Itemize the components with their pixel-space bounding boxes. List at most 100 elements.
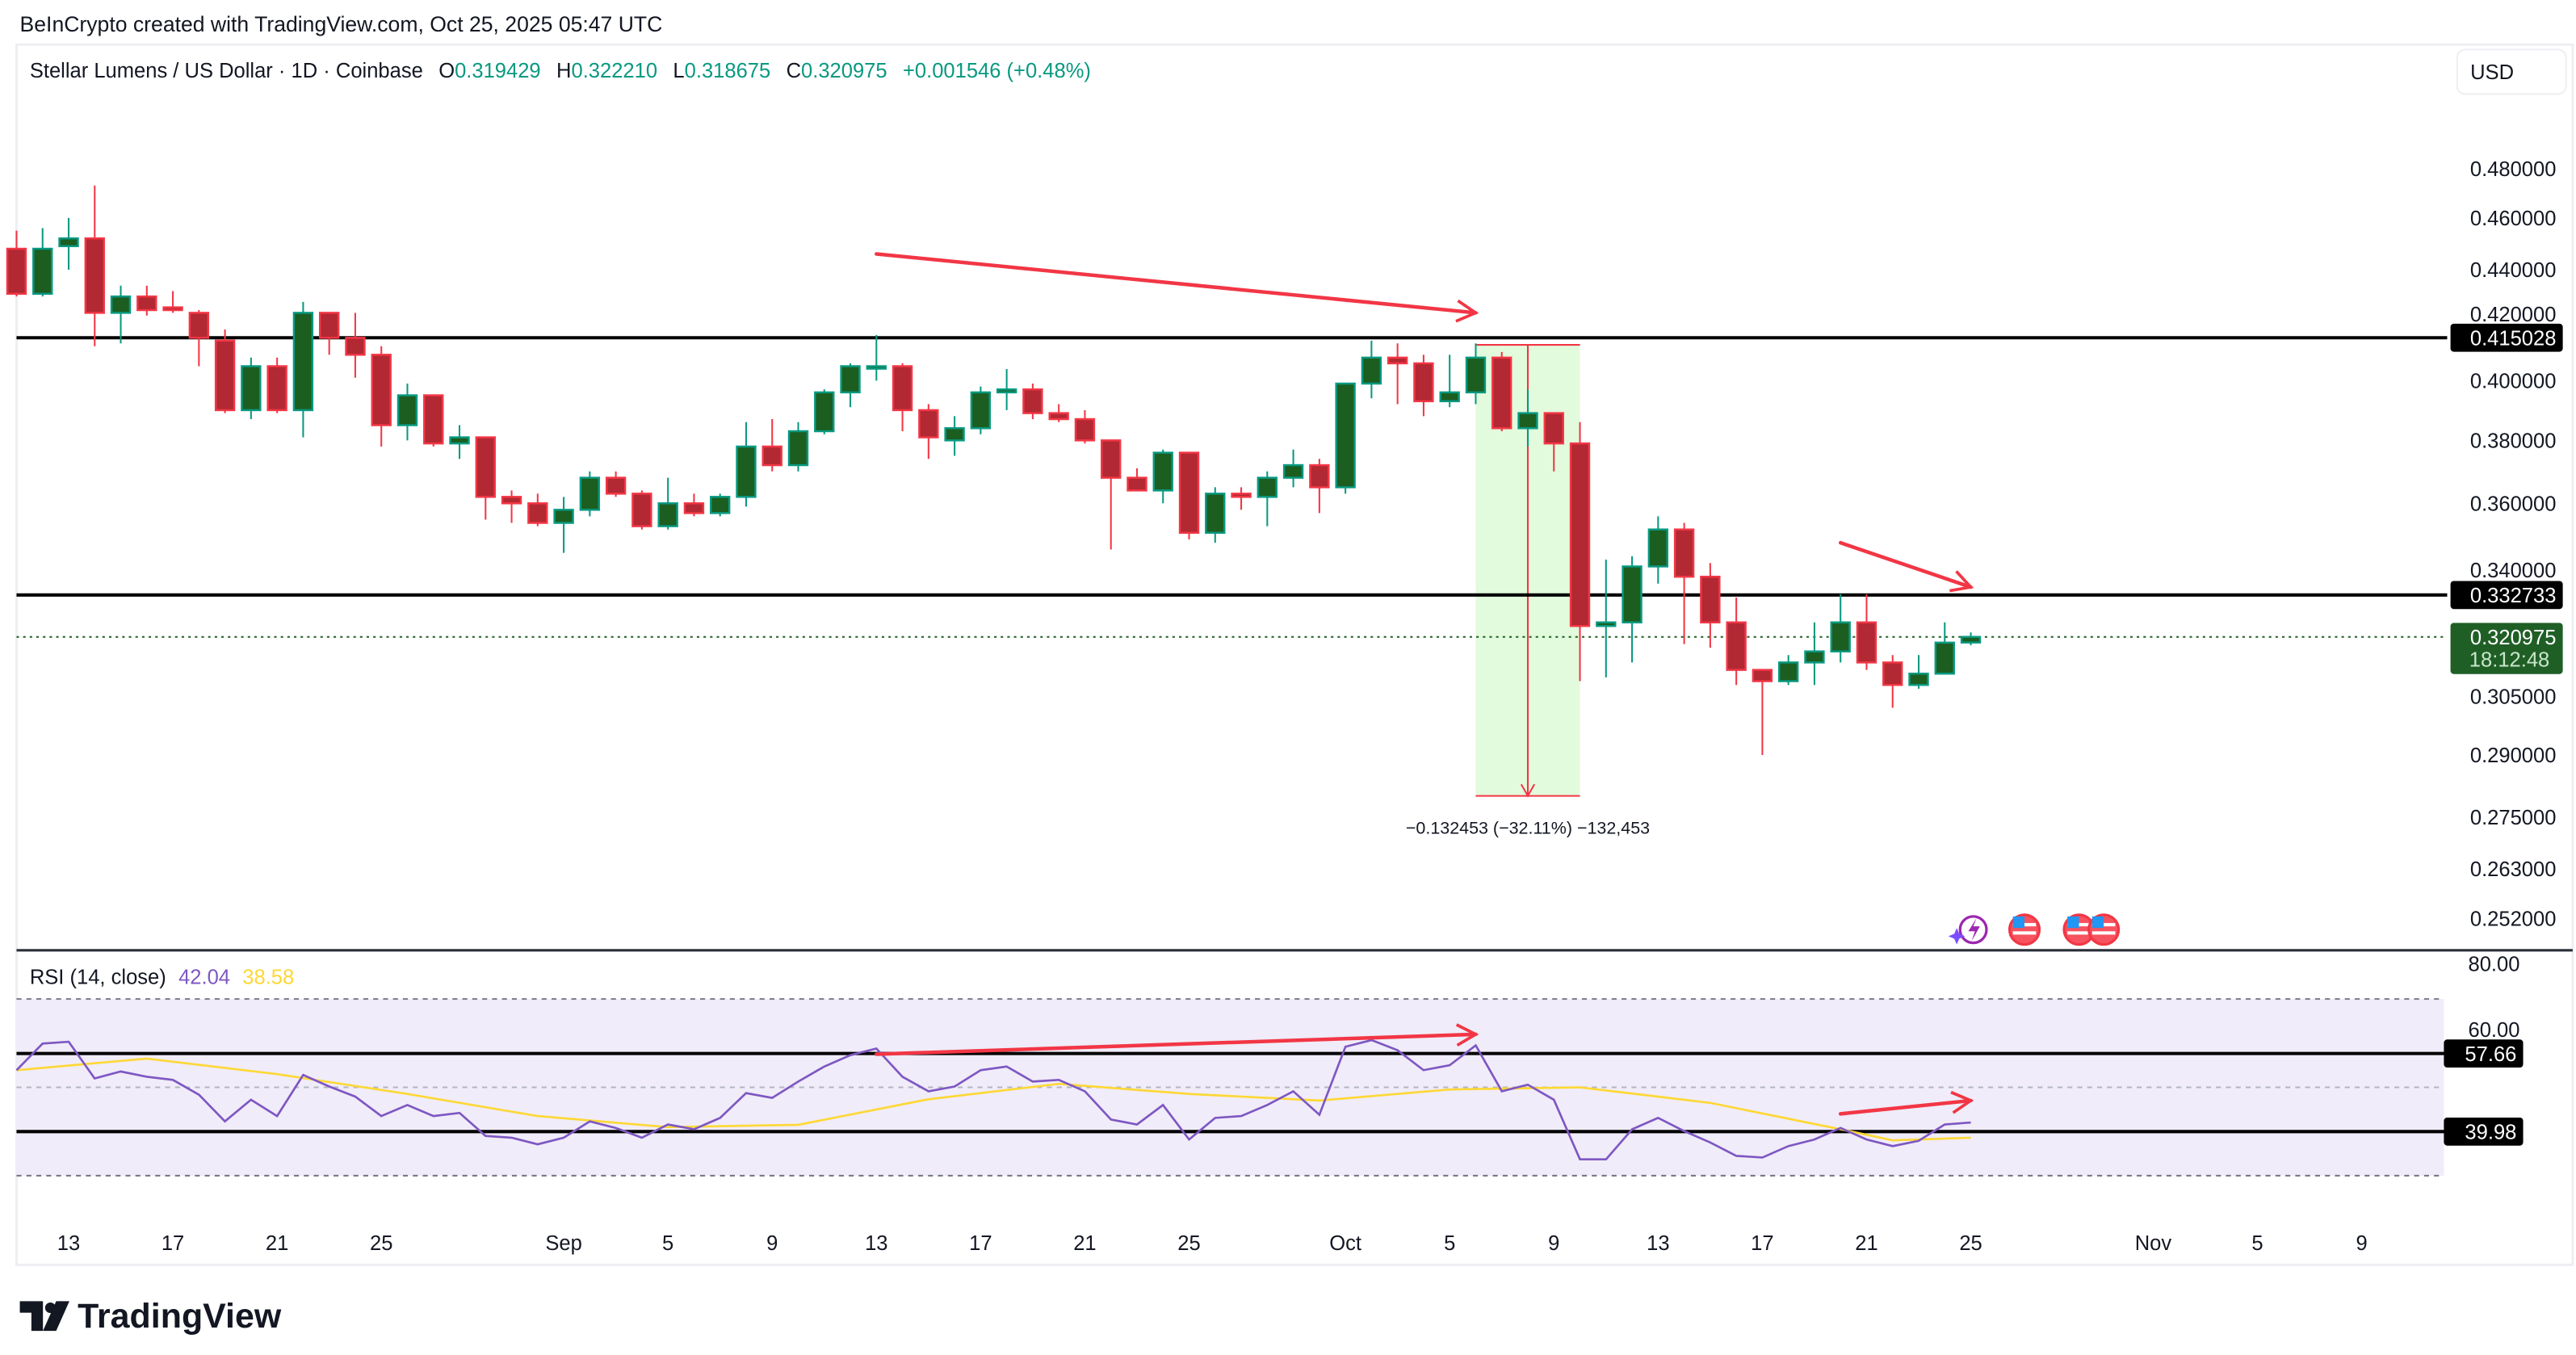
horizontal-levels[interactable] (16, 336, 2448, 1134)
candle-body (1726, 621, 1747, 671)
candle-body (1231, 493, 1252, 498)
trend-arrows[interactable] (875, 252, 1974, 1116)
candle-body (1361, 356, 1382, 385)
time-tick-label: Oct (1329, 1232, 1361, 1255)
event-icons[interactable] (1948, 913, 2121, 946)
candle-body (1491, 356, 1512, 430)
arrow-shaft (1838, 1098, 1973, 1116)
candle-body (1569, 442, 1591, 627)
candle-body (579, 476, 601, 511)
rsi-value: 42.04 (178, 967, 230, 989)
candle-body (475, 436, 496, 498)
candle (1777, 655, 1799, 686)
candle-body (1543, 412, 1564, 445)
time-tick-label: 5 (662, 1232, 673, 1255)
price-tick-label: 0.263000 (2470, 858, 2557, 881)
price-trend-arrow[interactable] (1838, 540, 1974, 593)
candles (6, 185, 1982, 756)
symbol-legend[interactable]: Stellar Lumens / US Dollar · 1D · Coinba… (30, 60, 1091, 82)
candle (840, 363, 861, 408)
price-level-label-bg (2450, 323, 2563, 352)
candle (32, 228, 53, 297)
rsi-axis[interactable]: 80.00 60.00 (2469, 953, 2520, 1042)
price-tick-label: 0.360000 (2470, 493, 2557, 516)
candle (1596, 560, 1617, 678)
price-tick-label: 0.380000 (2470, 430, 2557, 453)
time-tick-label: Sep (545, 1232, 581, 1255)
candle-body (32, 247, 53, 296)
candle-body (84, 237, 105, 314)
candle-body (449, 436, 470, 445)
candle (266, 357, 287, 413)
rsi-trend-arrow[interactable] (1838, 1090, 1974, 1116)
time-tick-label: 25 (1177, 1232, 1200, 1255)
close-value: 0.320975 (801, 60, 887, 82)
rsi-level-label-text: 57.66 (2465, 1043, 2516, 1066)
candle-body (605, 476, 627, 495)
us-flag-event-icon[interactable] (2087, 913, 2121, 946)
candle-body (787, 430, 809, 467)
price-tick-label: 0.290000 (2470, 745, 2557, 767)
candle-body (1673, 528, 1695, 578)
us-flag-event-icon[interactable] (2008, 913, 2041, 946)
time-axis[interactable]: 13 17 21 25 Sep 5 9 13 17 21 25 Oct 5 9 13 17 21 25 Nov 5 9 (57, 1232, 2368, 1255)
chart-frame (15, 43, 2574, 1266)
candle-body (1752, 669, 1773, 682)
candle-body (110, 295, 132, 314)
symbol-title: Stellar Lumens / US Dollar · 1D · Coinba… (30, 60, 423, 82)
lightning-event-icon[interactable] (1948, 915, 1988, 945)
candle (579, 471, 601, 517)
candle-body (1908, 672, 1929, 686)
arrow-head-icon (1949, 570, 1974, 593)
candle-body (657, 502, 678, 527)
price-level-label: 0.415028 (2450, 323, 2563, 352)
change-value: +0.001546 (+0.48%) (903, 60, 1091, 82)
candle (970, 386, 992, 434)
price-axis[interactable]: 0.480000 0.460000 0.440000 0.420000 0.400000… (2470, 158, 2557, 931)
candle (605, 471, 627, 497)
candle-body (1152, 451, 1173, 492)
time-tick-label: 21 (1855, 1232, 1877, 1255)
candle (1101, 439, 1122, 550)
rsi-legend[interactable]: RSI (14, close) 42.04 38.58 (30, 967, 294, 989)
time-tick-label: 5 (1444, 1232, 1455, 1255)
candle-body (761, 445, 782, 467)
candle (1126, 468, 1147, 492)
candle-body (1387, 356, 1408, 365)
candle (214, 329, 236, 413)
candle-body (840, 365, 861, 394)
candle-body (345, 337, 366, 356)
measure-label: −0.132453 (−32.11%) −132,453 (1406, 819, 1650, 838)
candle-body (1205, 493, 1226, 535)
rsi-band-lines (16, 998, 2444, 1177)
candle (188, 310, 210, 367)
us-flag-event-icon[interactable] (2062, 913, 2096, 946)
price-trend-arrow[interactable] (875, 252, 1479, 323)
tradingview-logo[interactable]: TradingView (19, 1297, 282, 1336)
candle (1022, 384, 1043, 420)
candle (1491, 351, 1512, 432)
rsi-ma-line (16, 1057, 1971, 1142)
rsi-trend-arrow[interactable] (875, 1023, 1479, 1056)
candle-body (1960, 636, 1982, 644)
rsi-tick-label: 60.00 (2469, 1019, 2520, 1042)
candle-body (892, 365, 913, 412)
price-tick-label: 0.420000 (2470, 304, 2557, 326)
candle-body (1074, 417, 1096, 442)
time-tick-label: 17 (969, 1232, 992, 1255)
currency-button[interactable]: USD (2456, 48, 2567, 95)
arrow-head-icon (1455, 299, 1479, 323)
time-tick-label: Nov (2135, 1232, 2172, 1255)
candle (1700, 563, 1721, 648)
candle-body (1413, 362, 1434, 403)
candle-body (319, 312, 340, 339)
currency-label: USD (2470, 61, 2514, 84)
rsi-level-label-bg (2444, 1039, 2524, 1068)
candle-body (1882, 661, 1903, 686)
candle (1569, 422, 1591, 682)
candle-body (292, 312, 314, 412)
price-tick-label: 0.305000 (2470, 686, 2557, 709)
candle (449, 425, 470, 459)
candle (866, 334, 887, 381)
